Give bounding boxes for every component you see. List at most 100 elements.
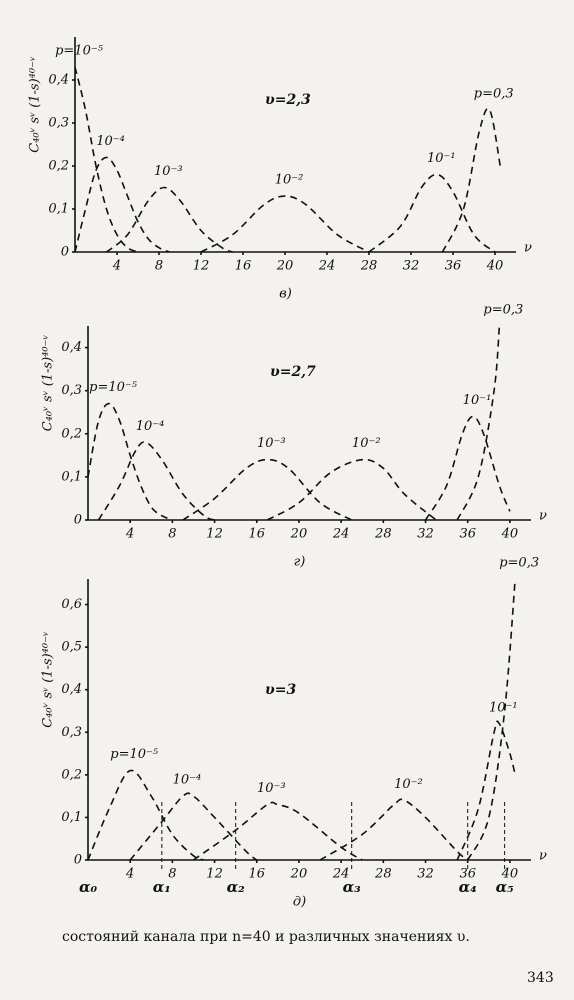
y-tick-label: 0,5 — [61, 640, 82, 655]
x-tick-label: 24 — [332, 527, 350, 542]
curve — [105, 186, 233, 253]
y-tick-label: 0,2 — [48, 159, 69, 174]
page-number: 343 — [527, 970, 554, 986]
panel-caption: д) — [293, 895, 306, 910]
y-tick-label: 0 — [61, 245, 69, 260]
x-tick-label: 12 — [193, 259, 210, 274]
curve-label: 10⁻³ — [257, 436, 286, 451]
x-tick-label: 4 — [112, 259, 121, 274]
curve — [97, 441, 215, 521]
curve — [441, 107, 502, 253]
x-tick-label: 40 — [501, 867, 519, 882]
panel-caption: в) — [279, 287, 292, 302]
y-tick-label: 0,2 — [61, 426, 82, 441]
curve-label: 10⁻² — [275, 173, 304, 188]
curve — [200, 195, 370, 253]
y-axis-label: C₄₀ᵛ sᵛ (1-s)⁴⁰⁻ᵛ — [41, 631, 56, 728]
y-axis-label: C₄₀ᵛ sᵛ (1-s)⁴⁰⁻ᵛ — [28, 56, 43, 153]
curve — [74, 66, 139, 253]
y-tick-label: 0,3 — [48, 116, 69, 131]
marker-label: α₃ — [343, 878, 362, 896]
x-tick-label: 8 — [168, 527, 176, 542]
x-tick-label: 40 — [486, 259, 504, 274]
marker-label: α₂ — [227, 878, 246, 896]
x-tick-label: 8 — [168, 867, 176, 882]
curve-label: 10⁻⁴ — [136, 419, 165, 434]
panel-caption: г) — [294, 555, 306, 570]
y-tick-label: 0,4 — [61, 340, 82, 355]
curve-label: 10⁻³ — [154, 164, 183, 179]
y-tick-label: 0,1 — [48, 202, 69, 217]
x-tick-label: 12 — [206, 527, 223, 542]
x-tick-label: 32 — [403, 259, 420, 274]
y-tick-label: 0,3 — [61, 383, 82, 398]
x-tick-label: 8 — [155, 259, 163, 274]
x-axis-label: ν — [524, 241, 532, 256]
curve — [466, 578, 516, 861]
curve-label: p=10⁻⁵ — [55, 44, 104, 59]
x-tick-label: 36 — [459, 867, 476, 882]
curve-label: 10⁻¹ — [427, 151, 456, 166]
marker-label: α₁ — [153, 878, 171, 896]
curve — [319, 798, 469, 861]
x-tick-label: 16 — [248, 527, 265, 542]
curve — [182, 458, 353, 521]
x-tick-label: 28 — [360, 259, 378, 274]
x-tick-label: 28 — [374, 867, 392, 882]
curve-label: p=10⁻⁵ — [110, 747, 159, 762]
marker-label: α₀ — [79, 878, 98, 896]
x-tick-label: 16 — [248, 867, 265, 882]
annotation: υ=3 — [265, 682, 296, 698]
curve — [456, 720, 516, 861]
y-axis-label: C₄₀ᵛ sᵛ (1-s)⁴⁰⁻ᵛ — [41, 335, 56, 432]
curve-label: 10⁻¹ — [489, 700, 518, 715]
y-tick-label: 0 — [74, 853, 82, 868]
curve-label: p=0,3 — [499, 556, 539, 571]
curve-label: 10⁻⁴ — [173, 773, 202, 788]
curve-label: 10⁻² — [394, 777, 423, 792]
y-tick-label: 0,4 — [61, 682, 82, 697]
curve — [456, 325, 501, 521]
y-tick-label: 0,6 — [61, 597, 82, 612]
curve — [266, 458, 437, 521]
x-tick-label: 24 — [332, 867, 350, 882]
caption-text: состояний канала при n=40 и различных зн… — [62, 929, 470, 945]
y-tick-label: 0 — [74, 513, 82, 528]
x-tick-label: 40 — [501, 527, 519, 542]
x-tick-label: 32 — [417, 527, 434, 542]
curve-label: p=10⁻⁵ — [89, 380, 138, 395]
x-tick-label: 4 — [125, 527, 134, 542]
y-tick-label: 0,4 — [48, 73, 69, 88]
curve-label: p=0,3 — [483, 303, 523, 318]
curve-label: 10⁻⁴ — [96, 134, 125, 149]
y-tick-label: 0,1 — [61, 469, 82, 484]
curve-label: 10⁻² — [352, 436, 381, 451]
x-axis-label: ν — [539, 849, 547, 864]
x-tick-label: 20 — [290, 527, 308, 542]
curve — [87, 769, 205, 861]
annotation: υ=2,7 — [270, 364, 316, 380]
curve — [193, 801, 363, 861]
y-tick-label: 0,2 — [61, 767, 82, 782]
curve — [87, 402, 173, 521]
x-tick-label: 4 — [125, 867, 134, 882]
annotation: υ=2,3 — [265, 92, 311, 108]
x-tick-label: 24 — [318, 259, 336, 274]
x-tick-label: 12 — [206, 867, 223, 882]
curve — [368, 173, 496, 253]
x-axis-label: ν — [539, 509, 547, 524]
curve-label: p=0,3 — [474, 87, 514, 102]
marker-label: α₄ — [459, 878, 477, 896]
curve-label: 10⁻¹ — [463, 393, 492, 408]
y-tick-label: 0,3 — [61, 725, 82, 740]
x-tick-label: 20 — [290, 867, 308, 882]
x-tick-label: 28 — [374, 527, 392, 542]
curve — [129, 792, 258, 861]
curve-label: 10⁻³ — [257, 781, 286, 796]
x-tick-label: 16 — [235, 259, 252, 274]
y-tick-label: 0,1 — [61, 810, 82, 825]
curve — [74, 156, 170, 253]
x-tick-label: 32 — [417, 867, 434, 882]
x-tick-label: 36 — [459, 527, 476, 542]
